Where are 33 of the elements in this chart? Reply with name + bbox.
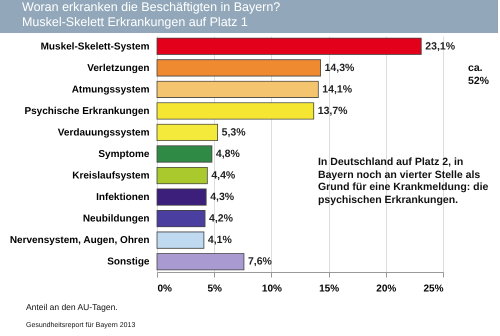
- chart-title: Woran erkranken die Beschäftigten in Bayern?: [22, 0, 282, 15]
- y-tick-label: Symptome: [98, 149, 150, 160]
- chart-subtitle: Muskel-Skelett Erkrankungen auf Platz 1: [22, 15, 249, 30]
- text: ca. 52%: [468, 62, 490, 88]
- x-tick-label: 10%: [262, 284, 282, 294]
- text: Anteil an den AU-Tagen.: [26, 302, 119, 312]
- x-tick-label: 5%: [207, 284, 222, 294]
- data-label: 7,6%: [248, 256, 273, 268]
- y-tick-label: Atmungssystem: [72, 84, 150, 96]
- data-label: 14,1%: [322, 83, 353, 96]
- x-tick-label: 20%: [376, 284, 396, 294]
- annotation: In Deutschland auf Platz 2, in Bayern noch an vierter Stelle als Grund für eine Krankmeldung: die psychischen Erkrankungen.: [318, 156, 490, 206]
- data-label: 13,7%: [318, 104, 348, 117]
- y-tick-label: Verletzungen: [87, 62, 150, 74]
- data-label: 4,8%: [216, 148, 241, 160]
- y-tick-label: Muskel-Skelett-System: [40, 41, 150, 52]
- y-tick-label: Infektionen: [96, 192, 150, 204]
- y-tick-label: Psychische Erkrankungen: [24, 106, 150, 117]
- data-label: 4,2%: [209, 212, 234, 225]
- data-label: 5,3%: [222, 126, 246, 138]
- data-label: 23,1%: [425, 40, 456, 52]
- x-tick-label: 0%: [158, 284, 172, 294]
- data-label: 4,4%: [211, 170, 236, 182]
- y-tick-label: Nervensystem, Augen, Ohren: [10, 235, 150, 246]
- y-tick-label: Sonstige: [107, 256, 150, 268]
- data-label: 4,3%: [210, 191, 235, 204]
- y-tick-label: Neubildungen: [82, 214, 150, 225]
- x-tick-label: 25%: [423, 284, 444, 294]
- data-label: 4,1%: [208, 234, 232, 246]
- data-label: 14,3%: [324, 62, 356, 74]
- x-tick-label: 15%: [319, 284, 340, 294]
- y-tick-label: Kreislaufsystem: [72, 170, 150, 182]
- y-tick-label: Verdauungssystem: [58, 127, 150, 138]
